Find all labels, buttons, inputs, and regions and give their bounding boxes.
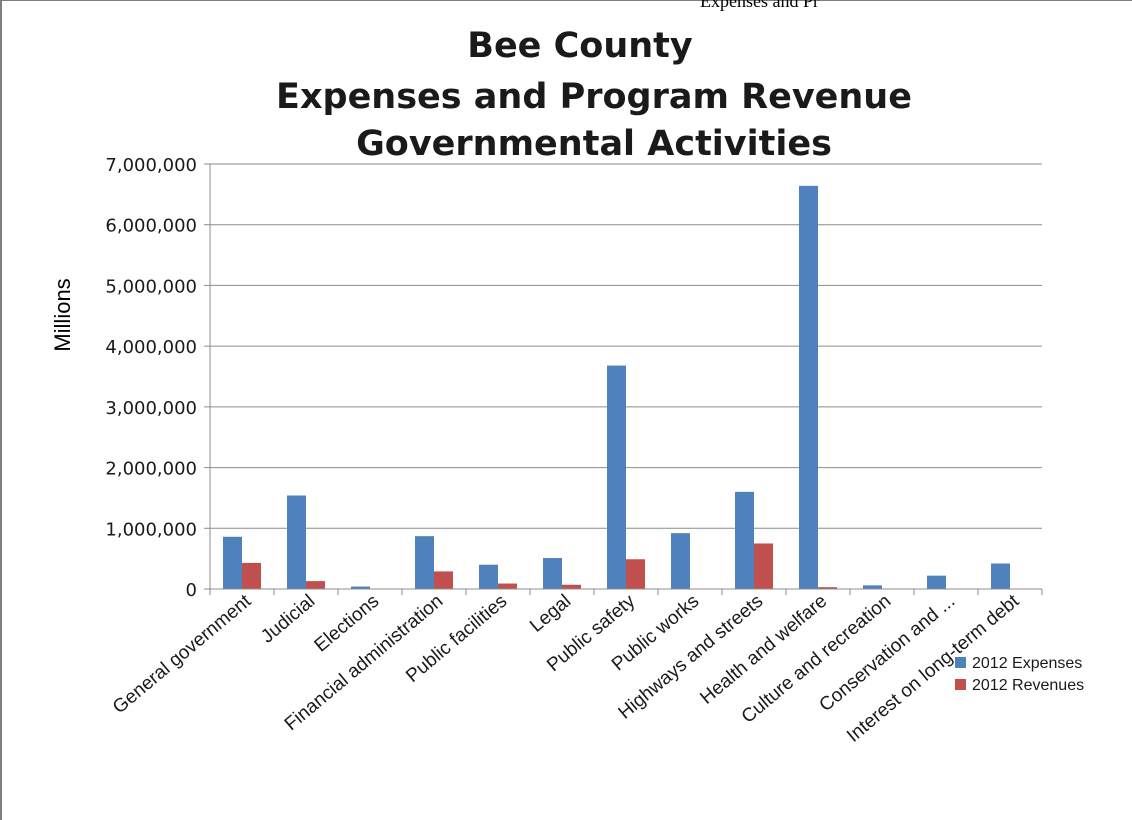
- y-tick-labels: 0 1,000,000 2,000,000 3,000,000 4,000,000 5,0…: [105, 155, 197, 601]
- bar-revenues: [434, 571, 453, 589]
- bar-expenses: [543, 558, 562, 589]
- bar-expenses: [799, 185, 818, 589]
- bar-revenues: [306, 581, 325, 589]
- x-tick-label: General government: [109, 590, 256, 718]
- bar-revenues: [626, 559, 645, 589]
- bar-expenses: [351, 586, 370, 589]
- bar-revenues: [498, 583, 517, 589]
- legend-swatch: [955, 679, 966, 690]
- bar-expenses: [607, 365, 626, 589]
- chart-title-line-3: Governmental Activities: [356, 124, 832, 164]
- y-tick-label: 2,000,000: [105, 459, 197, 480]
- bar-expenses: [287, 495, 306, 589]
- y-tick-label: 0: [186, 580, 197, 601]
- x-tick-labels: General government JudicialElectionsFinan…: [109, 590, 1024, 746]
- page-header-fragment: Expenses and Pr: [700, 0, 819, 11]
- bar-expenses: [863, 585, 882, 589]
- x-tick-label: Judicial: [257, 591, 319, 648]
- bar-expenses: [479, 564, 498, 589]
- y-tick-label: 4,000,000: [105, 337, 197, 358]
- bars: [223, 185, 1010, 589]
- bar-expenses: [671, 533, 690, 589]
- x-tick-label: Legal: [526, 591, 575, 637]
- y-tick-label: 5,000,000: [105, 276, 197, 297]
- legend-label: 2012 Revenues: [972, 677, 1084, 694]
- y-axis-label: Millions: [50, 278, 75, 351]
- axes: [204, 163, 1043, 595]
- y-tick-label: 1,000,000: [105, 519, 197, 540]
- bar-expenses: [927, 575, 946, 589]
- y-tick-label: 7,000,000: [105, 155, 197, 176]
- legend: 2012 Expenses 2012 Revenues: [955, 655, 1084, 694]
- bar-expenses: [223, 536, 242, 589]
- legend-label: 2012 Expenses: [972, 655, 1082, 672]
- bar-revenues: [754, 543, 773, 589]
- bar-revenues: [242, 562, 261, 589]
- chart-title-line-2: Expenses and Program Revenue: [276, 77, 912, 117]
- y-tick-label: 6,000,000: [105, 216, 197, 237]
- legend-swatch: [955, 657, 966, 668]
- chart-title-line-1: Bee County: [467, 26, 693, 66]
- bar-expenses: [991, 563, 1010, 589]
- bar-revenues: [818, 587, 837, 589]
- bar-expenses: [735, 491, 754, 589]
- y-tick-label: 3,000,000: [105, 398, 197, 419]
- bar-revenues: [562, 584, 581, 589]
- bar-expenses: [415, 536, 434, 589]
